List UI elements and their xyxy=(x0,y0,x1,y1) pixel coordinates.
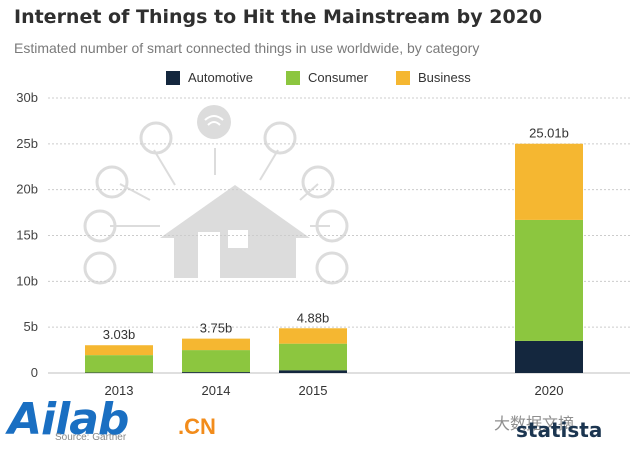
y-tick-label: 30b xyxy=(16,90,38,105)
y-tick-label: 0 xyxy=(31,365,38,380)
ailab-logo: Ailab xyxy=(8,394,129,445)
house-window xyxy=(228,230,248,248)
total-label-2020: 25.01b xyxy=(529,126,569,141)
source-note: Source: Gartner xyxy=(55,432,127,443)
bar-segment-automotive-2020 xyxy=(515,340,583,373)
legend-label-business: Business xyxy=(418,70,471,85)
bar-segment-business-2014 xyxy=(182,338,250,351)
ailab-logo-suffix: .CN xyxy=(178,414,216,439)
bar-segment-automotive-2014 xyxy=(182,372,250,373)
thermostat-icon xyxy=(95,165,129,199)
chart-title: Internet of Things to Hit the Mainstream… xyxy=(14,6,543,28)
statista-logo: statista xyxy=(516,418,603,442)
x-axis-labels: 2013 2014 2015 2020 xyxy=(105,383,564,398)
legend-label-automotive: Automotive xyxy=(188,70,254,85)
legend-item-business: Business xyxy=(396,70,471,85)
bars xyxy=(85,143,583,373)
bar-segment-business-2020 xyxy=(515,143,583,220)
solar-panel-icon xyxy=(139,121,173,155)
legend: Automotive Consumer Business xyxy=(0,70,640,90)
house-door xyxy=(198,232,220,278)
smart-home-illustration xyxy=(83,105,349,285)
x-tick-label-2013: 2013 xyxy=(105,383,134,398)
recycle-icon xyxy=(315,251,349,285)
bar-segment-consumer-2013 xyxy=(85,355,153,373)
bar-segment-business-2015 xyxy=(279,328,347,344)
y-tick-label: 20b xyxy=(16,182,38,197)
total-label-2015: 4.88b xyxy=(297,310,330,325)
bar-segment-automotive-2015 xyxy=(279,370,347,373)
bar-segment-consumer-2020 xyxy=(515,219,583,341)
total-label-2014: 3.75b xyxy=(200,321,233,336)
legend-swatch-automotive xyxy=(166,70,180,85)
x-tick-label-2014: 2014 xyxy=(202,383,231,398)
y-axis-ticks: 0 5b 10b 15b 20b 25b 30b xyxy=(16,90,38,380)
y-tick-label: 15b xyxy=(16,228,38,243)
total-labels: 3.03b 3.75b 4.88b 25.01b xyxy=(103,126,569,342)
total-label-2013: 3.03b xyxy=(103,327,136,342)
x-tick-label-2015: 2015 xyxy=(299,383,328,398)
legend-label-consumer: Consumer xyxy=(308,70,368,85)
y-tick-label: 5b xyxy=(24,319,38,334)
lightbulb-icon xyxy=(315,209,349,243)
chart-subtitle: Estimated number of smart connected thin… xyxy=(14,40,480,56)
x-tick-label-2020: 2020 xyxy=(535,383,564,398)
monitor-icon xyxy=(83,209,117,243)
bar-segment-consumer-2014 xyxy=(182,350,250,373)
y-tick-label: 25b xyxy=(16,136,38,151)
bar-segment-consumer-2015 xyxy=(279,343,347,371)
legend-swatch-consumer xyxy=(286,70,300,85)
bar-segment-business-2013 xyxy=(85,345,153,356)
watermark-text: 大数据文摘 xyxy=(494,416,575,433)
legend-item-automotive: Automotive xyxy=(166,70,253,85)
legend-swatch-business xyxy=(396,70,410,85)
car-key-icon xyxy=(301,165,335,199)
fingerprint-icon xyxy=(263,121,297,155)
y-tick-label: 10b xyxy=(16,273,38,288)
lock-icon xyxy=(83,251,117,285)
legend-item-consumer: Consumer xyxy=(286,70,368,85)
